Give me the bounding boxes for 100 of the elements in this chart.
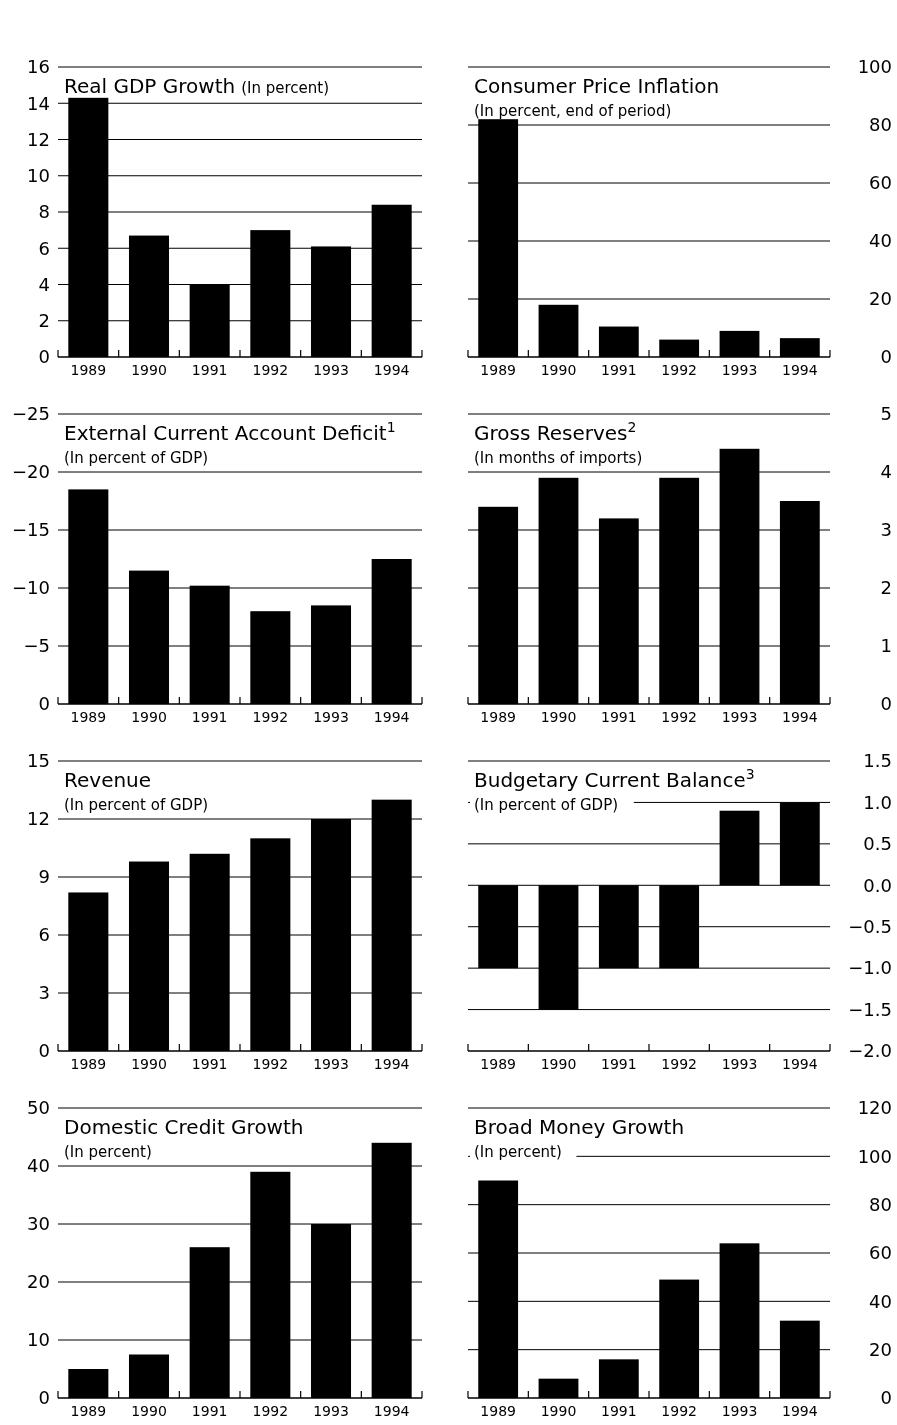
x-tick-label: 1994 bbox=[782, 709, 818, 725]
x-tick-label: 1990 bbox=[540, 709, 577, 725]
x-tick-label: 1990 bbox=[131, 1403, 167, 1419]
text: (In percent, end of period) bbox=[474, 102, 672, 120]
x-tick-label: 1990 bbox=[131, 362, 167, 378]
x-tick-label: 1993 bbox=[721, 1403, 758, 1419]
x-tick-label: 1991 bbox=[191, 1403, 228, 1419]
x-tick-label: 1994 bbox=[373, 709, 410, 725]
y-tick-label: 0.5 bbox=[863, 833, 892, 855]
x-tick-label: 1990 bbox=[540, 1056, 577, 1072]
y-tick-label: 12 bbox=[27, 128, 50, 150]
y-tick-label: 120 bbox=[857, 1097, 892, 1119]
y-tick-label: 14 bbox=[27, 92, 50, 114]
y-tick-label: 10 bbox=[27, 1329, 50, 1351]
x-tick-label: 1993 bbox=[313, 709, 349, 725]
y-tick-label: 3 bbox=[880, 519, 892, 541]
x-tick-label: 1990 bbox=[131, 709, 167, 725]
x-tick-label: 1991 bbox=[191, 709, 228, 725]
x-tick-label: 1990 bbox=[540, 1403, 577, 1419]
x-tick-label: 1993 bbox=[313, 362, 349, 378]
y-tick-label: 16 bbox=[27, 56, 50, 78]
y-tick-label: 40 bbox=[869, 1290, 892, 1312]
y-tick-label: 2 bbox=[880, 577, 892, 599]
y-tick-label: −15 bbox=[12, 519, 50, 541]
x-tick-label: 1993 bbox=[721, 1056, 758, 1072]
chart-title: Gross Reserves$^{2}$ bbox=[474, 419, 637, 445]
y-tick-label: 40 bbox=[869, 230, 892, 252]
x-tick-label: 1994 bbox=[782, 362, 818, 378]
x-tick-label: 1989 bbox=[70, 709, 107, 725]
y-tick-label: 60 bbox=[869, 172, 892, 194]
chart-title: Consumer Price Inflation bbox=[474, 74, 720, 98]
x-tick-label: 1992 bbox=[252, 362, 289, 378]
y-tick-label: −10 bbox=[12, 577, 50, 599]
x-tick-label: 1989 bbox=[70, 1403, 107, 1419]
y-tick-label: 2 bbox=[38, 310, 50, 332]
y-tick-label: 0 bbox=[880, 1387, 892, 1409]
x-tick-label: 1991 bbox=[191, 1056, 228, 1072]
y-tick-label: 0.0 bbox=[863, 874, 892, 896]
y-tick-label: 15 bbox=[27, 750, 50, 772]
y-tick-label: 10 bbox=[27, 165, 50, 187]
y-tick-label: 60 bbox=[869, 1242, 892, 1264]
x-tick-label: 1992 bbox=[252, 1403, 289, 1419]
x-tick-label: 1991 bbox=[601, 1056, 637, 1072]
x-tick-label: 1989 bbox=[480, 1056, 516, 1072]
y-tick-label: 6 bbox=[38, 924, 50, 946]
y-tick-label: 1.0 bbox=[863, 791, 892, 813]
chart-title: Broad Money Growth bbox=[474, 1115, 685, 1139]
y-tick-label: 80 bbox=[869, 1193, 892, 1215]
y-tick-label: 20 bbox=[869, 1338, 892, 1360]
y-tick-label: −1.0 bbox=[848, 957, 892, 979]
text: (In percent) bbox=[474, 1143, 562, 1161]
y-tick-label: −1.5 bbox=[848, 998, 892, 1020]
y-tick-label: −5 bbox=[23, 635, 50, 657]
y-tick-label: −2.0 bbox=[848, 1040, 892, 1062]
y-tick-label: 0 bbox=[38, 693, 50, 715]
text: (In percent) bbox=[241, 79, 330, 97]
x-tick-label: 1990 bbox=[540, 362, 577, 378]
x-tick-label: 1992 bbox=[252, 709, 289, 725]
x-tick-label: 1992 bbox=[661, 362, 697, 378]
x-tick-label: 1991 bbox=[601, 1403, 637, 1419]
x-tick-label: 1993 bbox=[721, 709, 758, 725]
x-tick-label: 1989 bbox=[480, 709, 516, 725]
chart-title: Real GDP Growth bbox=[64, 74, 236, 98]
y-tick-label: 1.5 bbox=[863, 750, 892, 772]
x-tick-label: 1993 bbox=[313, 1056, 349, 1072]
x-tick-label: 1994 bbox=[782, 1056, 818, 1072]
y-tick-label: 1 bbox=[880, 635, 892, 657]
text: (In percent of GDP) bbox=[64, 796, 209, 814]
x-tick-label: 1989 bbox=[70, 362, 107, 378]
y-tick-label: 50 bbox=[27, 1097, 50, 1119]
x-tick-label: 1993 bbox=[313, 1403, 349, 1419]
y-tick-label: 12 bbox=[27, 808, 50, 830]
chart-title: External Current Account Deficit$^{1}$ bbox=[64, 419, 396, 445]
x-tick-label: 1991 bbox=[601, 362, 637, 378]
y-tick-label: −20 bbox=[12, 461, 50, 483]
text: (In percent of GDP) bbox=[64, 449, 209, 467]
y-tick-label: 0 bbox=[880, 346, 892, 368]
x-tick-label: 1994 bbox=[373, 1403, 410, 1419]
chart-title: Budgetary Current Balance$^{3}$ bbox=[474, 766, 755, 792]
y-tick-label: 100 bbox=[857, 56, 892, 78]
y-tick-label: 0 bbox=[38, 346, 50, 368]
y-tick-label: −0.5 bbox=[848, 916, 892, 938]
x-tick-label: 1992 bbox=[661, 709, 697, 725]
x-tick-label: 1994 bbox=[373, 1056, 410, 1072]
y-tick-label: 0 bbox=[38, 1387, 50, 1409]
y-tick-label: 4 bbox=[880, 461, 892, 483]
x-tick-label: 1989 bbox=[70, 1056, 107, 1072]
text: (In percent of GDP) bbox=[474, 796, 619, 814]
y-tick-label: 100 bbox=[857, 1145, 892, 1167]
y-tick-label: 4 bbox=[38, 273, 50, 295]
y-tick-label: −25 bbox=[12, 403, 50, 425]
text: (In months of imports) bbox=[474, 449, 643, 467]
y-tick-label: 40 bbox=[27, 1155, 50, 1177]
x-tick-label: 1992 bbox=[252, 1056, 289, 1072]
x-tick-label: 1992 bbox=[661, 1056, 697, 1072]
chart-title: Revenue bbox=[64, 768, 152, 792]
x-tick-label: 1990 bbox=[131, 1056, 167, 1072]
y-tick-label: 0 bbox=[38, 1040, 50, 1062]
text: (In percent) bbox=[64, 1143, 152, 1161]
y-tick-label: 20 bbox=[27, 1271, 50, 1293]
